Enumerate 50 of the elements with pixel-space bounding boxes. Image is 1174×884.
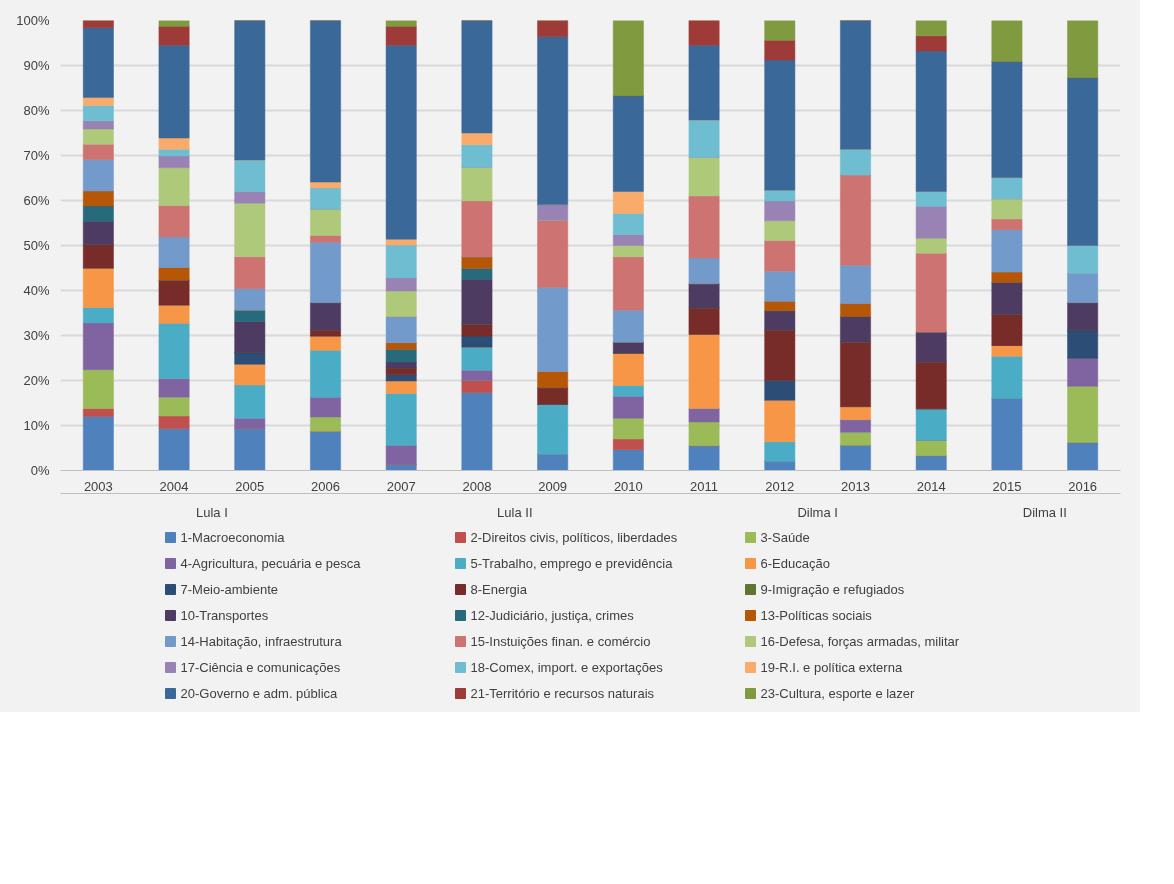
x-tick-label: 2007 <box>386 478 416 494</box>
legend-label: 19-R.I. e política externa <box>760 660 903 675</box>
x-tick-label: 2011 <box>690 478 719 494</box>
legend-label: 5-Trabalho, emprego e previdência <box>470 556 674 571</box>
y-tick-label: 90% <box>23 58 50 73</box>
legend-label: 10-Transportes <box>180 608 269 623</box>
text: Lula I <box>196 504 228 520</box>
x-tick-label: 2014 <box>916 478 946 494</box>
legend-label: 9-Imigração e refugiados <box>760 582 905 597</box>
y-tick-label: 100% <box>16 13 50 28</box>
legend-label: 18-Comex, import. e exportações <box>470 660 664 675</box>
legend-label: 8-Energia <box>470 582 528 597</box>
legend-label: 2-Direitos civis, políticos, liberdades <box>470 530 678 545</box>
legend-label: 17-Ciência e comunicações <box>180 660 341 675</box>
text: Dilma I <box>797 504 838 520</box>
y-tick-label: 60% <box>23 193 50 208</box>
legend-label: 7-Meio-ambiente <box>180 582 279 597</box>
y-tick-label: 50% <box>23 238 50 253</box>
legend-label: 4-Agricultura, pecuária e pesca <box>180 556 362 571</box>
legend-label: 3-Saúde <box>760 530 810 545</box>
legend-label: 14-Habitação, infraestrutura <box>180 634 343 649</box>
legend-label: 23-Cultura, esporte e lazer <box>760 686 916 701</box>
x-tick-label: 2012 <box>765 478 795 494</box>
legend-label: 15-Instuições finan. e comércio <box>470 634 651 649</box>
text: Dilma II <box>1022 504 1067 520</box>
x-tick-label: 2004 <box>159 478 189 494</box>
legend-label: 1-Macroeconomia <box>180 530 286 545</box>
y-tick-label: 30% <box>23 328 50 343</box>
legend-label: 6-Educação <box>760 556 830 571</box>
y-tick-label: 20% <box>23 373 50 388</box>
y-tick-label: 10% <box>23 418 50 433</box>
legend-label: 21-Território e recursos naturais <box>470 686 655 701</box>
y-tick-label: 0% <box>30 463 50 478</box>
x-tick-label: 2015 <box>992 478 1022 494</box>
legend-label: 13-Políticas sociais <box>760 608 873 623</box>
x-tick-label: 2008 <box>462 478 492 494</box>
legend-label: 20-Governo e adm. pública <box>180 686 339 701</box>
y-tick-label: 80% <box>23 103 50 118</box>
x-tick-label: 2013 <box>841 478 870 494</box>
x-tick-label: 2006 <box>311 478 340 494</box>
y-tick-label: 70% <box>23 148 50 163</box>
legend-label: 12-Judiciário, justiça, crimes <box>470 608 635 623</box>
x-tick-label: 2003 <box>83 478 113 494</box>
x-tick-label: 2009 <box>538 478 568 494</box>
x-tick-label: 2016 <box>1068 478 1098 494</box>
text: Lula II <box>497 504 533 520</box>
x-tick-label: 2010 <box>613 478 643 494</box>
x-tick-label: 2005 <box>235 478 265 494</box>
y-tick-label: 40% <box>23 283 50 298</box>
legend-label: 16-Defesa, forças armadas, militar <box>760 634 960 649</box>
